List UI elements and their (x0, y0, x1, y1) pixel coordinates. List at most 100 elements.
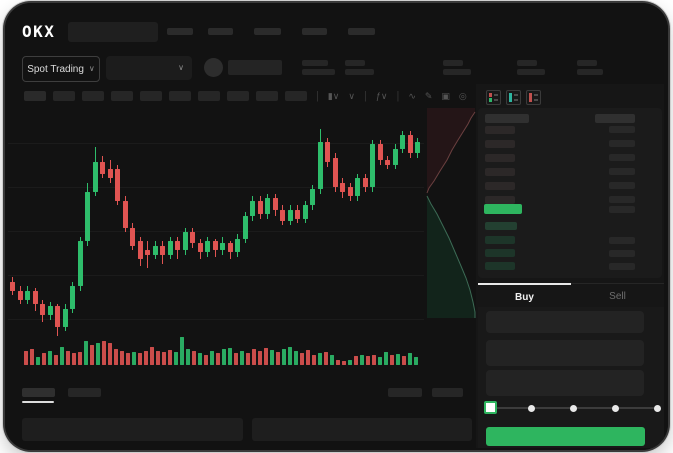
ask-row-price[interactable] (485, 182, 515, 190)
timeframe-button[interactable] (111, 91, 133, 101)
okx-logo[interactable]: OKX (22, 22, 56, 41)
timeframe-button[interactable] (140, 91, 162, 101)
candle-body (85, 191, 90, 241)
candle-style-icon[interactable]: ▮∨ (327, 90, 340, 101)
volume-bar (42, 353, 46, 365)
candle-body (145, 250, 150, 255)
bid-row-price[interactable] (485, 262, 515, 270)
nav-item-placeholder[interactable] (208, 28, 233, 35)
chevron-down-icon[interactable]: ∨ (348, 90, 355, 101)
tab-sell[interactable]: Sell (571, 283, 664, 308)
candle-body (55, 306, 60, 327)
buy-submit-button[interactable] (486, 427, 645, 446)
nav-item-placeholder[interactable] (167, 28, 193, 35)
timeframe-button[interactable] (53, 91, 75, 101)
candle-body (47, 306, 53, 316)
volume-bar (246, 353, 250, 365)
ask-row-price[interactable] (485, 196, 515, 204)
volume-bar (318, 353, 322, 365)
volume-bar (264, 348, 268, 365)
ask-row-price[interactable] (485, 154, 515, 162)
bid-row-price[interactable] (485, 236, 515, 244)
timeframe-button[interactable] (82, 91, 104, 101)
bottom-action-placeholder[interactable] (388, 388, 422, 397)
trade-row-placeholder (609, 206, 635, 213)
line-tool-icon[interactable]: ∿ (408, 90, 416, 101)
nav-item-placeholder[interactable] (254, 28, 281, 35)
candle-body (355, 178, 360, 196)
tab-sell-label: Sell (609, 290, 626, 302)
header-search-placeholder[interactable] (68, 22, 158, 42)
volume-bar (24, 351, 28, 365)
candle-wick (147, 241, 148, 268)
timeframe-button[interactable] (285, 91, 307, 101)
timeframe-button[interactable] (198, 91, 220, 101)
slider-step-dot[interactable] (611, 404, 619, 412)
chart-settings-icon[interactable]: ◎ (458, 90, 467, 101)
order-price-input[interactable] (486, 311, 644, 333)
timeframe-button[interactable] (227, 91, 249, 101)
order-amount-input[interactable] (486, 340, 644, 366)
snapshot-icon[interactable]: ▣ (441, 90, 450, 101)
timeframe-button[interactable] (24, 91, 46, 101)
indicators-icon[interactable]: ƒ∨ (375, 90, 388, 101)
slider-handle[interactable] (484, 401, 497, 414)
candle-body (205, 241, 210, 253)
volume-bar (102, 341, 106, 365)
ask-row-price[interactable] (485, 168, 515, 176)
market-type-selector[interactable]: Spot Trading ∨ (22, 56, 100, 82)
candle-body (235, 238, 240, 253)
toolbar-divider: | (364, 90, 367, 102)
volume-bar (414, 357, 418, 365)
volume-bar (408, 353, 412, 365)
pair-name-placeholder[interactable] (228, 60, 282, 75)
slider-step-dot[interactable] (653, 404, 661, 412)
ask-row-price[interactable] (485, 126, 515, 134)
orderbook-mode-asks-icon[interactable] (526, 90, 541, 105)
candle-body (385, 160, 390, 165)
candle-body (310, 189, 315, 205)
candlestick-chart[interactable] (5, 3, 668, 450)
tab-buy[interactable]: Buy (478, 283, 571, 309)
bid-row-price[interactable] (485, 249, 515, 257)
volume-bar (198, 353, 202, 365)
amount-slider[interactable] (484, 401, 664, 415)
bottom-tab[interactable] (68, 388, 101, 397)
order-total-input[interactable] (486, 370, 644, 396)
tab-buy-label: Buy (515, 291, 534, 303)
bottom-action-placeholder[interactable] (432, 388, 463, 397)
slider-step-dot[interactable] (569, 404, 577, 412)
volume-bar (336, 360, 340, 365)
gridline (8, 319, 424, 320)
candle-body (302, 205, 308, 219)
candle-body (197, 243, 203, 253)
candle-body (340, 182, 345, 192)
bid-row-price[interactable] (485, 222, 517, 230)
timeframe-button[interactable] (169, 91, 191, 101)
ask-row-price[interactable] (485, 140, 515, 148)
volume-bar (324, 352, 328, 365)
bottom-tab-active[interactable] (22, 388, 55, 397)
candle-body (280, 209, 285, 221)
volume-bar (342, 361, 346, 365)
volume-bar (132, 352, 136, 365)
last-price-indicator[interactable] (484, 204, 522, 214)
nav-item-placeholder[interactable] (302, 28, 327, 35)
orderbook-mode-both-icon[interactable] (486, 90, 501, 105)
draw-tool-icon[interactable]: ✎ (424, 90, 433, 101)
pair-selector[interactable]: ∨ (106, 56, 192, 80)
nav-item-placeholder[interactable] (348, 28, 375, 35)
volume-bar (402, 356, 406, 365)
volume-bar (180, 337, 184, 365)
candle-body (107, 169, 113, 178)
volume-bar (270, 350, 274, 365)
candle-body (347, 187, 353, 196)
candle-body (272, 198, 278, 210)
volume-bar (216, 353, 220, 365)
app-screen: OKX Spot Trading ∨ ∨ (5, 3, 668, 450)
volume-bar (90, 345, 94, 365)
orderbook-mode-bids-icon[interactable] (506, 90, 521, 105)
slider-step-dot[interactable] (527, 404, 535, 412)
timeframe-button[interactable] (256, 91, 278, 101)
